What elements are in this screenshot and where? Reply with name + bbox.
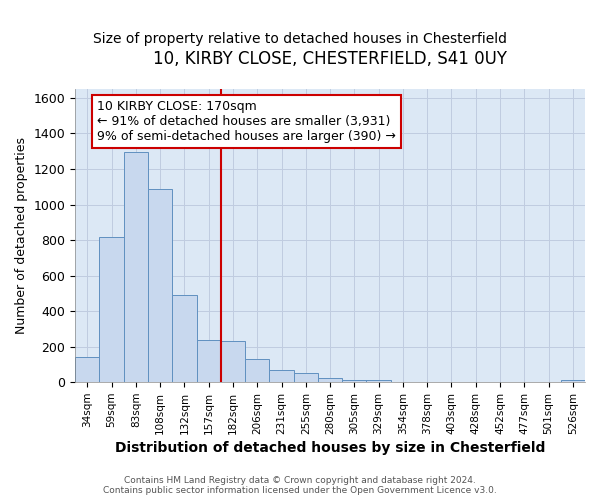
- Bar: [318, 378, 342, 382]
- Bar: [148, 188, 172, 382]
- Bar: [367, 380, 391, 382]
- Bar: [221, 342, 245, 382]
- Bar: [75, 358, 100, 382]
- Y-axis label: Number of detached properties: Number of detached properties: [15, 137, 28, 334]
- Bar: [561, 380, 585, 382]
- Text: Contains HM Land Registry data © Crown copyright and database right 2024.
Contai: Contains HM Land Registry data © Crown c…: [103, 476, 497, 495]
- Title: 10, KIRBY CLOSE, CHESTERFIELD, S41 0UY: 10, KIRBY CLOSE, CHESTERFIELD, S41 0UY: [153, 50, 507, 68]
- Text: Size of property relative to detached houses in Chesterfield: Size of property relative to detached ho…: [93, 32, 507, 46]
- Bar: [100, 238, 124, 382]
- Bar: [269, 370, 293, 382]
- Bar: [245, 359, 269, 382]
- Bar: [172, 295, 197, 382]
- Bar: [124, 152, 148, 382]
- Bar: [197, 340, 221, 382]
- Bar: [342, 380, 367, 382]
- X-axis label: Distribution of detached houses by size in Chesterfield: Distribution of detached houses by size …: [115, 441, 545, 455]
- Bar: [293, 374, 318, 382]
- Text: 10 KIRBY CLOSE: 170sqm
← 91% of detached houses are smaller (3,931)
9% of semi-d: 10 KIRBY CLOSE: 170sqm ← 91% of detached…: [97, 100, 396, 142]
